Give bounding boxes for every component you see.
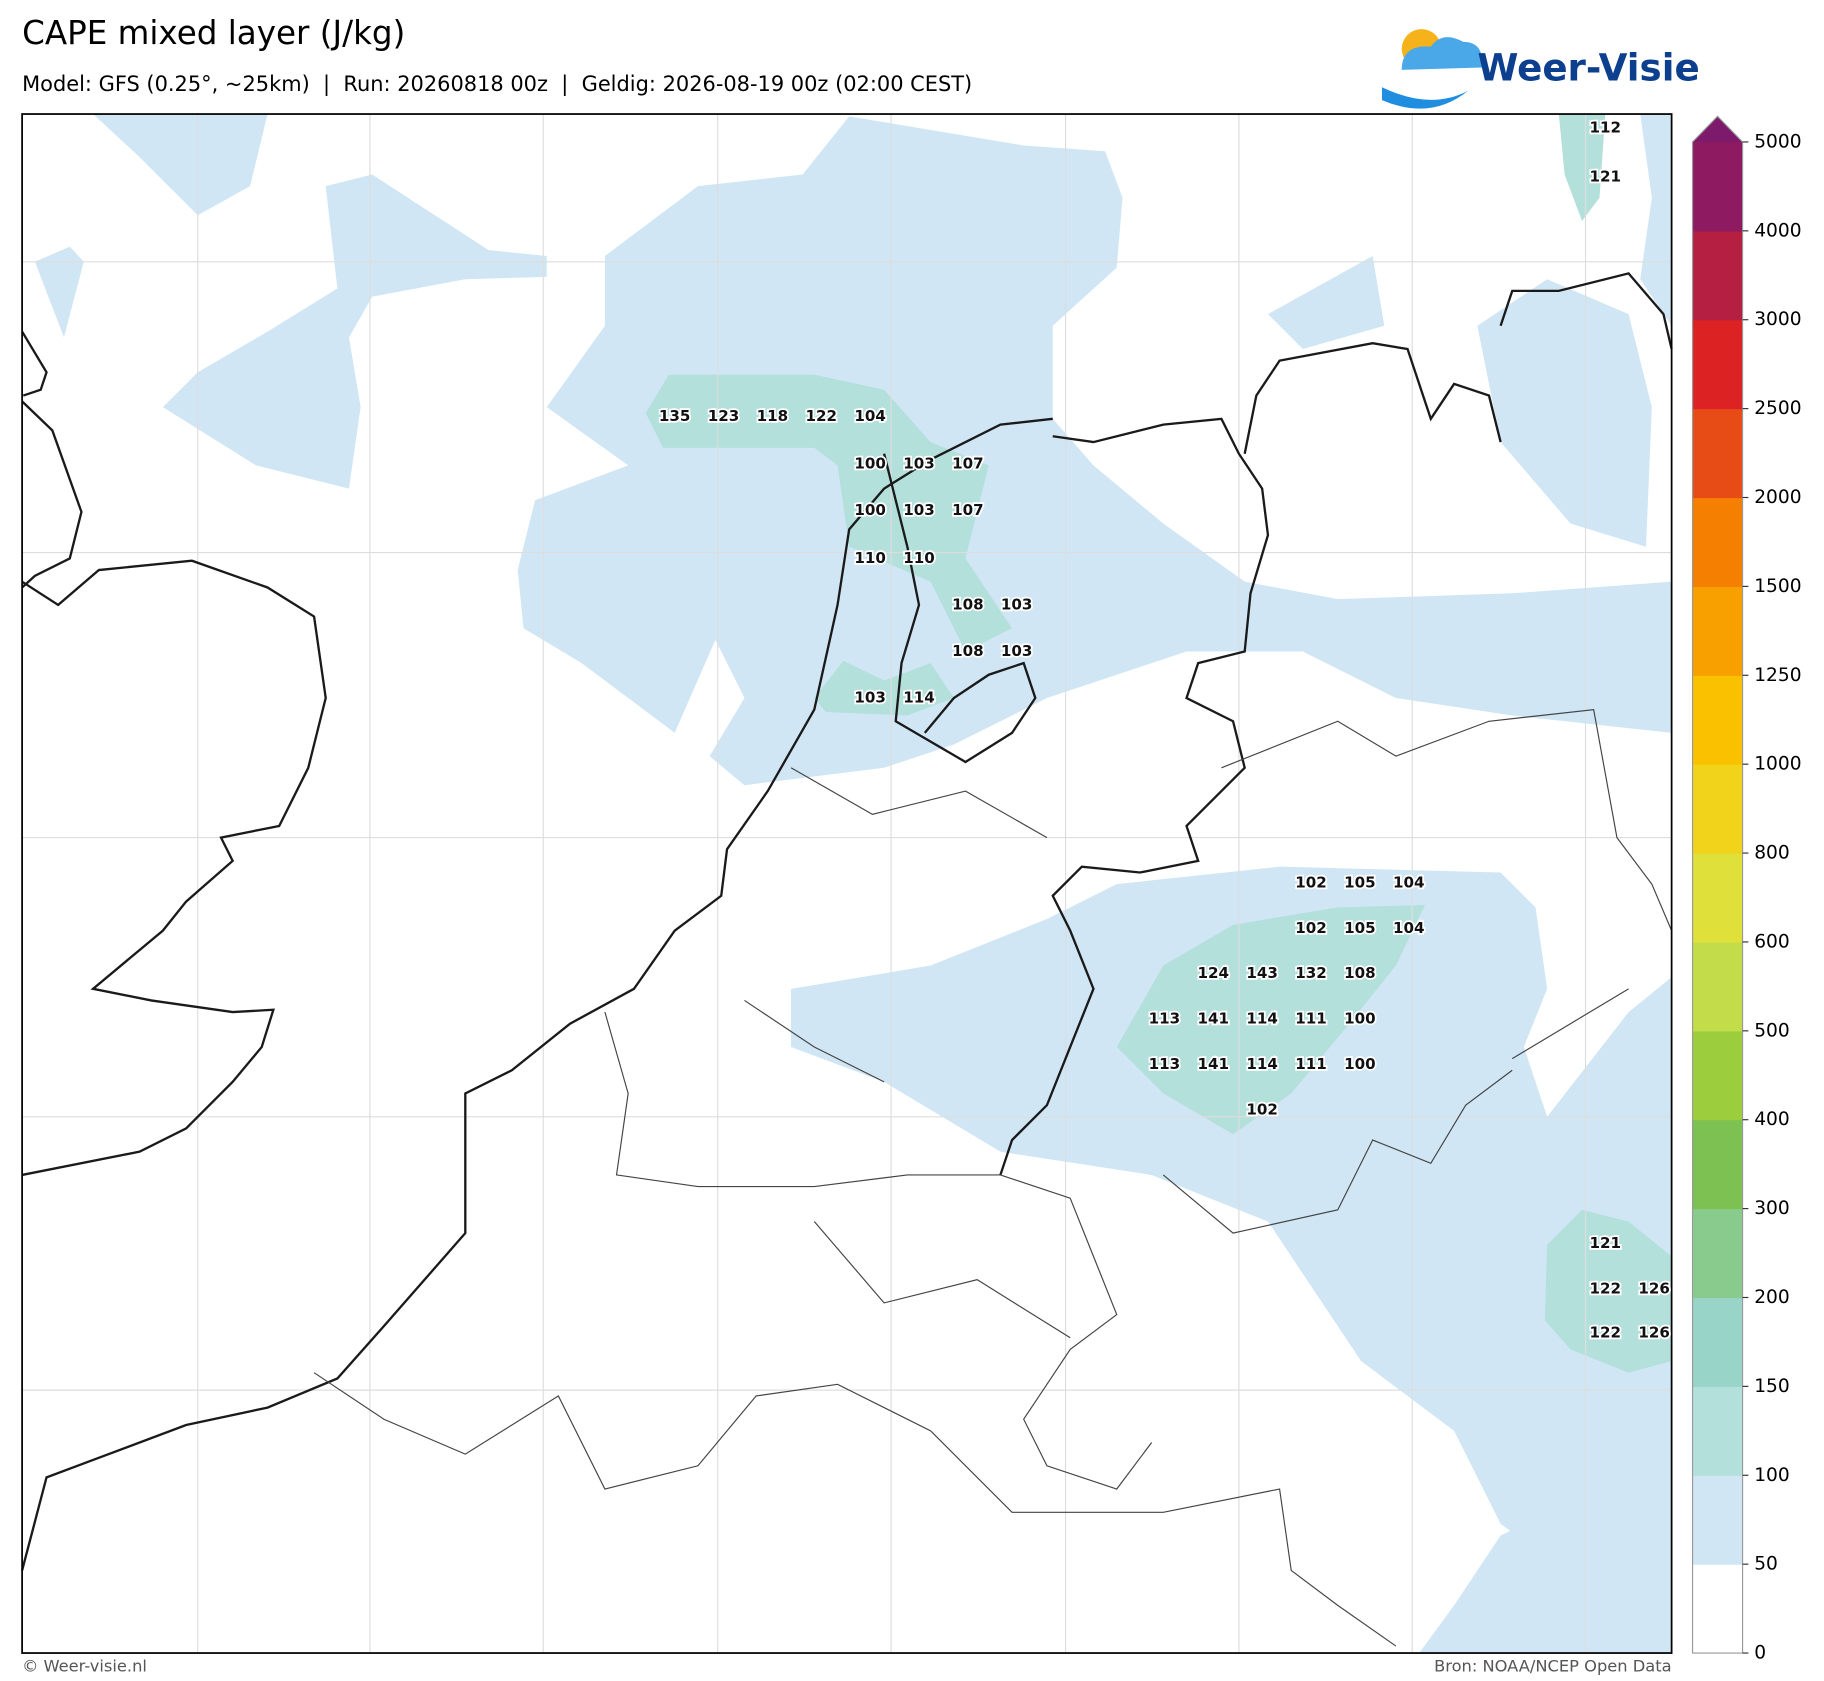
value-label: 141 bbox=[1198, 1010, 1230, 1028]
colorbar-band bbox=[1692, 497, 1743, 587]
map: 135 123 118 122 104 100 103 107 100 103 107 110 110 1… bbox=[20, 113, 1673, 1654]
value-label: 111 bbox=[1295, 1055, 1327, 1073]
colorbar-band bbox=[1692, 1564, 1743, 1654]
cape-fill-2 bbox=[645, 114, 1672, 1373]
colorbar-tick-label: 50 bbox=[1754, 1554, 1778, 1575]
colorbar-tick-label: 500 bbox=[1754, 1020, 1790, 1041]
logo: Weer-Visie bbox=[1381, 29, 1700, 109]
colorbar-tick-label: 150 bbox=[1754, 1376, 1790, 1397]
value-label: 104 bbox=[1393, 873, 1425, 891]
value-label: 113 bbox=[1149, 1055, 1181, 1073]
value-label: 114 bbox=[1246, 1055, 1278, 1073]
value-label: 100 bbox=[854, 501, 886, 519]
colorbar-band bbox=[1692, 1386, 1743, 1476]
value-label: 121 bbox=[1590, 1234, 1622, 1252]
value-label: 107 bbox=[952, 501, 984, 519]
subtitle: Model: GFS (0.25°, ~25km) | Run: 2026081… bbox=[22, 72, 972, 97]
value-label: 102 bbox=[1295, 873, 1327, 891]
value-label: 100 bbox=[1344, 1010, 1376, 1028]
value-label: 108 bbox=[1344, 964, 1376, 982]
map-labels: 135 123 118 122 104 100 103 107 100 103 107 110 110 1… bbox=[657, 117, 1672, 1344]
colorbar-band bbox=[1692, 1475, 1743, 1565]
colorbar-band bbox=[1692, 1119, 1743, 1210]
value-label: 143 bbox=[1246, 964, 1278, 982]
value-label: 102 bbox=[1246, 1100, 1278, 1118]
value-label: 103 bbox=[854, 689, 886, 707]
value-label: 108 bbox=[952, 595, 984, 613]
colorbar-tick-label: 2000 bbox=[1754, 487, 1801, 508]
value-label: 132 bbox=[1295, 964, 1327, 982]
value-label: 135 bbox=[659, 407, 691, 425]
value-label: 108 bbox=[952, 642, 984, 660]
value-label: 111 bbox=[1295, 1010, 1327, 1028]
colorbar-band bbox=[1692, 941, 1743, 1032]
colorbar-band bbox=[1692, 230, 1743, 321]
colorbar-tick-label: 1250 bbox=[1754, 665, 1801, 686]
value-label: 103 bbox=[903, 501, 935, 519]
value-label: 113 bbox=[1149, 1010, 1181, 1028]
colorbar-band bbox=[1692, 408, 1743, 499]
colorbar-tick-label: 2500 bbox=[1754, 398, 1801, 419]
borders bbox=[313, 708, 1673, 1647]
value-label: 122 bbox=[805, 407, 837, 425]
colorbar-band bbox=[1692, 764, 1743, 854]
value-label: 103 bbox=[1001, 642, 1033, 660]
colorbar-band bbox=[1692, 586, 1743, 676]
colorbar-outline bbox=[1691, 115, 1744, 1654]
value-label: 141 bbox=[1198, 1055, 1230, 1073]
value-label: 118 bbox=[757, 407, 789, 425]
colorbar-band bbox=[1692, 853, 1743, 943]
value-label: 122 bbox=[1590, 1324, 1622, 1342]
value-label: 105 bbox=[1344, 873, 1376, 891]
colorbar-tick-label: 3000 bbox=[1754, 309, 1801, 330]
value-label: 126 bbox=[1638, 1279, 1670, 1297]
colorbar-tick-label: 5000 bbox=[1754, 131, 1801, 152]
colorbar-tick-label: 200 bbox=[1754, 1287, 1790, 1308]
colorbar-tick-label: 800 bbox=[1754, 843, 1790, 864]
colorbar-band bbox=[1692, 675, 1743, 765]
value-label: 104 bbox=[854, 407, 886, 425]
colorbar-band bbox=[1692, 319, 1743, 410]
value-label: 100 bbox=[854, 455, 886, 473]
coastline bbox=[20, 272, 1673, 1571]
title: CAPE mixed layer (J/kg) bbox=[22, 14, 405, 52]
footer-left: © Weer-visie.nl bbox=[22, 1657, 147, 1676]
value-label: 105 bbox=[1344, 919, 1376, 937]
colorbar-tick-label: 1500 bbox=[1754, 576, 1801, 597]
value-label: 100 bbox=[1344, 1055, 1376, 1073]
value-label: 110 bbox=[903, 549, 935, 567]
value-label: 107 bbox=[952, 455, 984, 473]
value-label: 124 bbox=[1198, 964, 1230, 982]
cape-fill bbox=[34, 114, 1672, 1654]
value-label: 122 bbox=[1590, 1279, 1622, 1297]
colorbar-band bbox=[1692, 1297, 1743, 1387]
colorbar-tick-label: 4000 bbox=[1754, 220, 1801, 241]
value-label: 110 bbox=[854, 549, 886, 567]
colorbar-band bbox=[1692, 1208, 1743, 1299]
value-label: 123 bbox=[708, 407, 740, 425]
logo-text: Weer-Visie bbox=[1477, 45, 1699, 89]
value-label: 103 bbox=[1001, 595, 1033, 613]
colorbar-tick-label: 0 bbox=[1754, 1643, 1766, 1664]
colorbar-band bbox=[1692, 141, 1743, 232]
value-label: 104 bbox=[1393, 919, 1425, 937]
value-label: 121 bbox=[1590, 167, 1622, 185]
value-label: 114 bbox=[903, 689, 935, 707]
colorbar-tick-label: 300 bbox=[1754, 1198, 1790, 1219]
footer-right: Bron: NOAA/NCEP Open Data bbox=[1434, 1657, 1672, 1676]
colorbar-band bbox=[1692, 1030, 1743, 1121]
colorbar: 0 50 100 150 200 300 400 500 600 800 1000 1250 1500 2… bbox=[1691, 115, 1802, 1664]
value-label: 114 bbox=[1246, 1010, 1278, 1028]
value-label: 102 bbox=[1295, 919, 1327, 937]
value-label: 112 bbox=[1590, 119, 1622, 137]
colorbar-tick-label: 100 bbox=[1754, 1465, 1790, 1486]
value-label: 126 bbox=[1638, 1324, 1670, 1342]
colorbar-tick-label: 400 bbox=[1754, 1109, 1790, 1130]
colorbar-extend bbox=[1692, 116, 1743, 142]
colorbar-tick-label: 1000 bbox=[1754, 754, 1801, 775]
colorbar-tick-label: 600 bbox=[1754, 931, 1790, 952]
value-label: 103 bbox=[903, 455, 935, 473]
